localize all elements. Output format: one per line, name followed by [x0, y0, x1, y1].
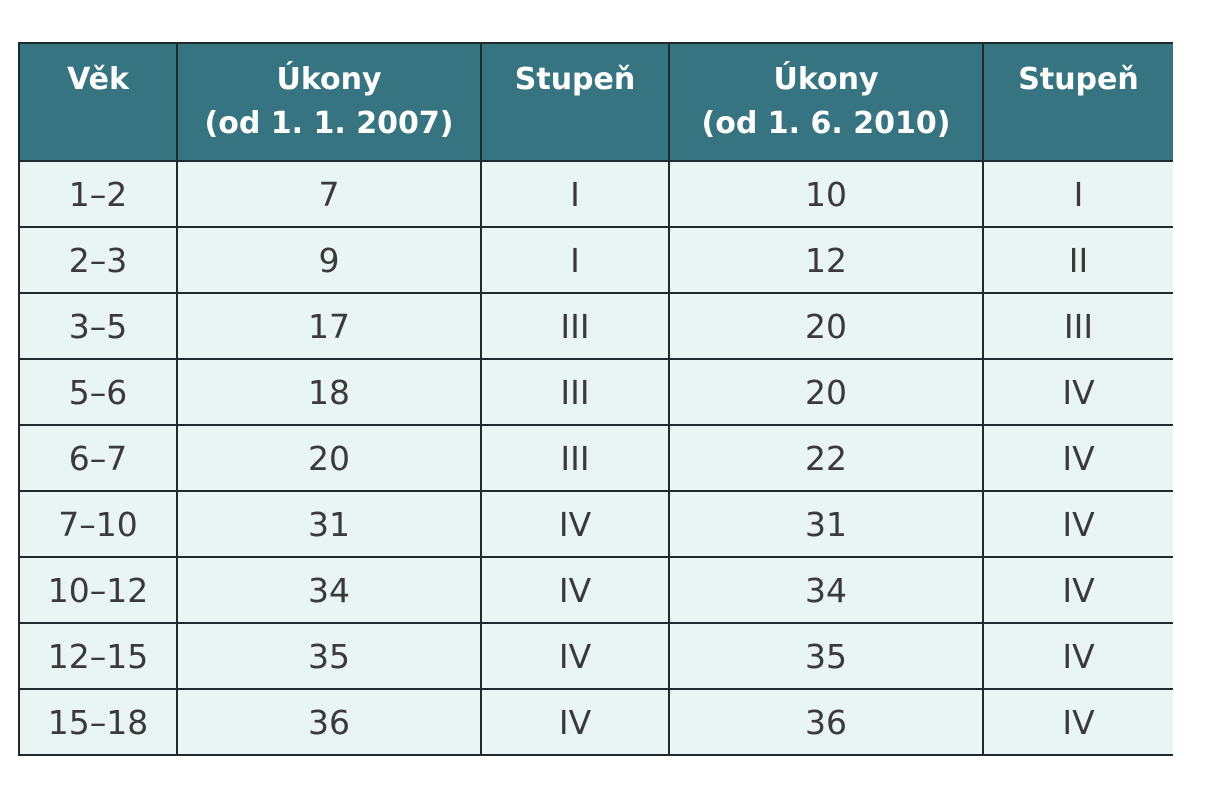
table-cell: 1–2	[18, 160, 177, 227]
header-cell: Úkony (od 1. 6. 2010)	[668, 42, 983, 161]
table-row: 10–12 34 IV 34 IV	[18, 556, 1173, 623]
header-text: Stupeň	[1018, 62, 1139, 97]
table-cell: 35	[176, 622, 481, 689]
table-cell: 18	[176, 358, 481, 425]
table-cell: IV	[982, 688, 1173, 756]
table-cell: IV	[982, 556, 1173, 623]
table-cell: 34	[668, 556, 983, 623]
table-cell: 20	[668, 292, 983, 359]
table-cell: 20	[176, 424, 481, 491]
table-header: Věk Úkony (od 1. 1. 2007) Stupeň Úkony (od 1.…	[18, 42, 1173, 161]
header-text: Věk	[67, 62, 129, 97]
header-cell: Stupeň	[982, 42, 1173, 161]
table-cell: IV	[480, 556, 669, 623]
table-row: 1–2 7 I 10 I	[18, 160, 1173, 227]
table-cell: 34	[176, 556, 481, 623]
table-cell: III	[480, 292, 669, 359]
header-cell: Stupeň	[480, 42, 669, 161]
table-cell: 15–18	[18, 688, 177, 756]
table-row: 6–7 20 III 22 IV	[18, 424, 1173, 491]
table-row: 3–5 17 III 20 III	[18, 292, 1173, 359]
table-row: 5–6 18 III 20 IV	[18, 358, 1173, 425]
table-cell: I	[480, 226, 669, 293]
header-text: Úkony	[276, 62, 382, 97]
header-cell: Věk	[18, 42, 177, 161]
table-cell: 35	[668, 622, 983, 689]
table-cell: 3–5	[18, 292, 177, 359]
table-cell: IV	[480, 688, 669, 756]
table-cell: 5–6	[18, 358, 177, 425]
table-cell: 36	[176, 688, 481, 756]
table-cell: IV	[480, 490, 669, 557]
table-cell: 20	[668, 358, 983, 425]
header-row: Věk Úkony (od 1. 1. 2007) Stupeň Úkony (od 1.…	[18, 42, 1173, 161]
header-text: (od 1. 1. 2007)	[204, 106, 454, 141]
table-cell: 10–12	[18, 556, 177, 623]
header-cell: Úkony (od 1. 1. 2007)	[176, 42, 481, 161]
table-cell: III	[480, 424, 669, 491]
table-body: 1–2 7 I 10 I 2–3 9 I 12 II 3–5 17 III 20 III 5–6 18 III 20…	[18, 160, 1173, 756]
table-cell: 12	[668, 226, 983, 293]
table-row: 2–3 9 I 12 II	[18, 226, 1173, 293]
table-cell: III	[480, 358, 669, 425]
table-cell: IV	[982, 358, 1173, 425]
table-cell: 7–10	[18, 490, 177, 557]
table-cell: 7	[176, 160, 481, 227]
table-cell: III	[982, 292, 1173, 359]
table-cell: 31	[668, 490, 983, 557]
table-cell: IV	[982, 424, 1173, 491]
table-row: 7–10 31 IV 31 IV	[18, 490, 1173, 557]
table-row: 15–18 36 IV 36 IV	[18, 688, 1173, 756]
table-cell: I	[982, 160, 1173, 227]
table-cell: I	[480, 160, 669, 227]
header-text: Úkony	[773, 62, 879, 97]
table-cell: 17	[176, 292, 481, 359]
table-cell: 22	[668, 424, 983, 491]
table-cell: 2–3	[18, 226, 177, 293]
header-text: (od 1. 6. 2010)	[701, 106, 951, 141]
table-cell: 6–7	[18, 424, 177, 491]
table-row: 12–15 35 IV 35 IV	[18, 622, 1173, 689]
data-table: Věk Úkony (od 1. 1. 2007) Stupeň Úkony (od 1.…	[18, 42, 1173, 756]
table-cell: II	[982, 226, 1173, 293]
table-cell: IV	[982, 622, 1173, 689]
table-cell: 9	[176, 226, 481, 293]
table-cell: IV	[480, 622, 669, 689]
table-cell: 36	[668, 688, 983, 756]
header-text: Stupeň	[514, 62, 636, 97]
table-cell: 31	[176, 490, 481, 557]
table-cell: 12–15	[18, 622, 177, 689]
table-cell: IV	[982, 490, 1173, 557]
table-cell: 10	[668, 160, 983, 227]
